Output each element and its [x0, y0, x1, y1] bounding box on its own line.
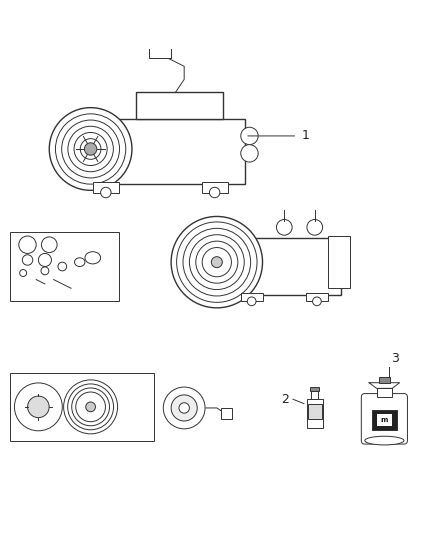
Bar: [93, 182, 119, 192]
Circle shape: [85, 143, 97, 155]
Bar: [311, 391, 318, 399]
Bar: [221, 408, 232, 419]
Circle shape: [313, 297, 321, 305]
Circle shape: [189, 235, 244, 289]
Circle shape: [56, 114, 126, 184]
Circle shape: [49, 108, 132, 190]
Circle shape: [171, 395, 197, 421]
Bar: [377, 414, 392, 426]
Circle shape: [212, 257, 223, 268]
Bar: [210, 238, 341, 295]
Bar: [307, 399, 322, 427]
Circle shape: [80, 139, 101, 159]
Circle shape: [247, 297, 256, 305]
Bar: [136, 92, 223, 118]
Bar: [306, 293, 328, 301]
Circle shape: [86, 402, 95, 411]
Circle shape: [74, 133, 107, 166]
Text: 1: 1: [302, 130, 310, 142]
Polygon shape: [369, 383, 399, 389]
Bar: [377, 389, 392, 397]
Bar: [328, 236, 350, 288]
Circle shape: [276, 220, 292, 235]
Circle shape: [179, 403, 189, 413]
Circle shape: [76, 392, 106, 422]
Bar: [379, 377, 390, 383]
Circle shape: [68, 126, 113, 172]
Text: m: m: [381, 417, 388, 423]
Text: 3: 3: [391, 352, 399, 365]
Circle shape: [62, 120, 120, 178]
Circle shape: [68, 384, 113, 430]
FancyBboxPatch shape: [361, 393, 407, 444]
Circle shape: [241, 127, 258, 144]
Circle shape: [177, 222, 257, 302]
Bar: [311, 387, 319, 391]
Circle shape: [183, 228, 251, 296]
Circle shape: [202, 247, 231, 277]
Bar: [201, 182, 228, 192]
Bar: [10, 232, 119, 301]
Bar: [149, 45, 171, 58]
Circle shape: [307, 220, 322, 235]
Bar: [10, 373, 154, 441]
Circle shape: [163, 387, 205, 429]
Ellipse shape: [365, 436, 404, 445]
Circle shape: [14, 383, 62, 431]
Circle shape: [101, 187, 111, 198]
Bar: [372, 410, 396, 430]
Bar: [241, 293, 262, 301]
Circle shape: [241, 144, 258, 162]
Circle shape: [72, 388, 110, 426]
Circle shape: [64, 380, 117, 434]
Bar: [308, 403, 322, 419]
Circle shape: [171, 216, 262, 308]
Circle shape: [209, 187, 220, 198]
Circle shape: [196, 241, 238, 283]
Bar: [80, 118, 245, 184]
Text: 2: 2: [281, 393, 289, 406]
Circle shape: [28, 396, 49, 418]
